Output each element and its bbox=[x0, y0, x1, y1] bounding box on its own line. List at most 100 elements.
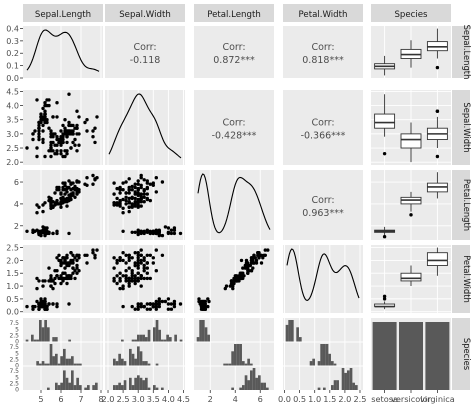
histogram-bar bbox=[323, 344, 326, 366]
histogram-bar bbox=[263, 382, 266, 390]
y-tick-label: 6 bbox=[14, 178, 19, 187]
scatter-point bbox=[63, 258, 67, 263]
scatter-point bbox=[95, 176, 99, 180]
scatter-point bbox=[157, 304, 161, 309]
column-strip-label: Sepal.Width bbox=[119, 10, 171, 20]
scatter-point bbox=[157, 302, 161, 306]
histogram-bar bbox=[55, 353, 58, 366]
scatter-point bbox=[25, 146, 29, 150]
histogram-bar bbox=[134, 377, 137, 390]
scatter-point bbox=[73, 256, 77, 260]
scatter-point bbox=[251, 256, 255, 260]
scatter-point bbox=[154, 307, 158, 311]
scatter-point bbox=[160, 299, 165, 304]
correlation-label: Corr: bbox=[133, 42, 156, 53]
scatter-point bbox=[148, 307, 152, 311]
scatter-point bbox=[91, 129, 95, 133]
scatter-point bbox=[49, 146, 53, 150]
y-tick-label: 2.5 bbox=[9, 380, 19, 387]
scatter-point bbox=[148, 230, 152, 234]
scatter-point bbox=[197, 297, 201, 301]
scatter-point bbox=[142, 189, 146, 193]
histogram-bar bbox=[244, 363, 248, 366]
boxplot-outlier bbox=[382, 294, 387, 299]
scatter-point bbox=[261, 256, 265, 260]
scatter-point bbox=[121, 304, 125, 309]
scatter-point bbox=[71, 271, 75, 275]
boxplot-virginica bbox=[426, 172, 448, 199]
scatter-point bbox=[77, 180, 81, 184]
scatter-point bbox=[199, 302, 204, 306]
panel-Sepal.Width-Petal.Length bbox=[194, 90, 274, 165]
scatter-point bbox=[61, 137, 65, 142]
scatter-point bbox=[35, 299, 39, 304]
scatter-point bbox=[202, 299, 206, 304]
histogram-bar bbox=[341, 368, 345, 390]
scatter-point bbox=[77, 253, 81, 257]
scatter-point bbox=[91, 251, 95, 255]
scatter-point bbox=[133, 192, 137, 196]
scatter-point bbox=[75, 109, 79, 113]
panel-background bbox=[23, 26, 103, 78]
scatter-point bbox=[59, 135, 63, 139]
scatter-point bbox=[65, 256, 69, 260]
scatter-point bbox=[206, 297, 210, 301]
scatter-point bbox=[139, 304, 143, 309]
y-tick-label: 5 bbox=[15, 374, 19, 381]
boxplot-outlier bbox=[382, 235, 387, 239]
histogram-bar bbox=[118, 382, 121, 390]
histogram-bar bbox=[226, 363, 229, 366]
scatter-point bbox=[142, 195, 146, 199]
scatter-point bbox=[151, 302, 155, 306]
y-tick-label: 0.4 bbox=[6, 24, 19, 33]
scatter-point bbox=[75, 189, 79, 193]
scatter-point bbox=[124, 261, 128, 265]
correlation-value: 0.963*** bbox=[302, 208, 344, 219]
histogram-bar bbox=[145, 377, 148, 390]
scatter-point bbox=[251, 258, 255, 263]
scatter-point bbox=[85, 118, 89, 122]
scatter-point bbox=[118, 276, 122, 281]
histogram-bar bbox=[31, 334, 34, 342]
histogram-bar bbox=[65, 358, 69, 366]
histogram-bar bbox=[247, 380, 250, 390]
scatter-point bbox=[133, 307, 137, 311]
scatter-point bbox=[43, 101, 47, 105]
scatter-point bbox=[73, 276, 77, 281]
y-tick-label: 0.0 bbox=[6, 74, 19, 83]
histogram-bar bbox=[239, 387, 242, 390]
histogram-bar bbox=[309, 361, 313, 366]
scatter-point bbox=[203, 307, 207, 311]
scatter-point bbox=[139, 231, 143, 236]
scatter-point bbox=[145, 192, 149, 196]
scatter-point bbox=[53, 269, 57, 273]
y-tick-label: 0.0 bbox=[6, 308, 19, 317]
scatter-point bbox=[63, 118, 67, 122]
scatter-point bbox=[239, 274, 244, 278]
panel-background bbox=[283, 26, 363, 78]
boxplot-versicolor bbox=[400, 265, 422, 287]
scatter-point bbox=[136, 279, 140, 283]
scatter-point bbox=[41, 203, 45, 207]
x-tick-label: 4 bbox=[233, 394, 238, 404]
scatter-point bbox=[145, 266, 149, 270]
scatter-point bbox=[254, 258, 259, 263]
boxplot-virginica bbox=[426, 28, 448, 70]
histogram-bar bbox=[153, 327, 156, 342]
scatter-point bbox=[242, 274, 246, 278]
histogram-bar bbox=[73, 385, 77, 390]
scatter-point bbox=[37, 132, 41, 136]
histogram-bar bbox=[145, 361, 148, 366]
panel-Petal.Length-Sepal.Length bbox=[23, 170, 103, 240]
scatter-point bbox=[202, 304, 206, 309]
scatter-point bbox=[136, 182, 140, 186]
scatter-point bbox=[41, 279, 45, 283]
correlation-label: Corr: bbox=[311, 42, 334, 53]
scatter-point bbox=[41, 123, 45, 128]
scatter-point bbox=[73, 184, 77, 189]
scatter-point bbox=[39, 112, 43, 116]
scatter-point bbox=[35, 211, 39, 215]
scatter-point bbox=[145, 261, 149, 265]
scatter-point bbox=[41, 140, 45, 145]
histogram-bar bbox=[68, 339, 71, 342]
